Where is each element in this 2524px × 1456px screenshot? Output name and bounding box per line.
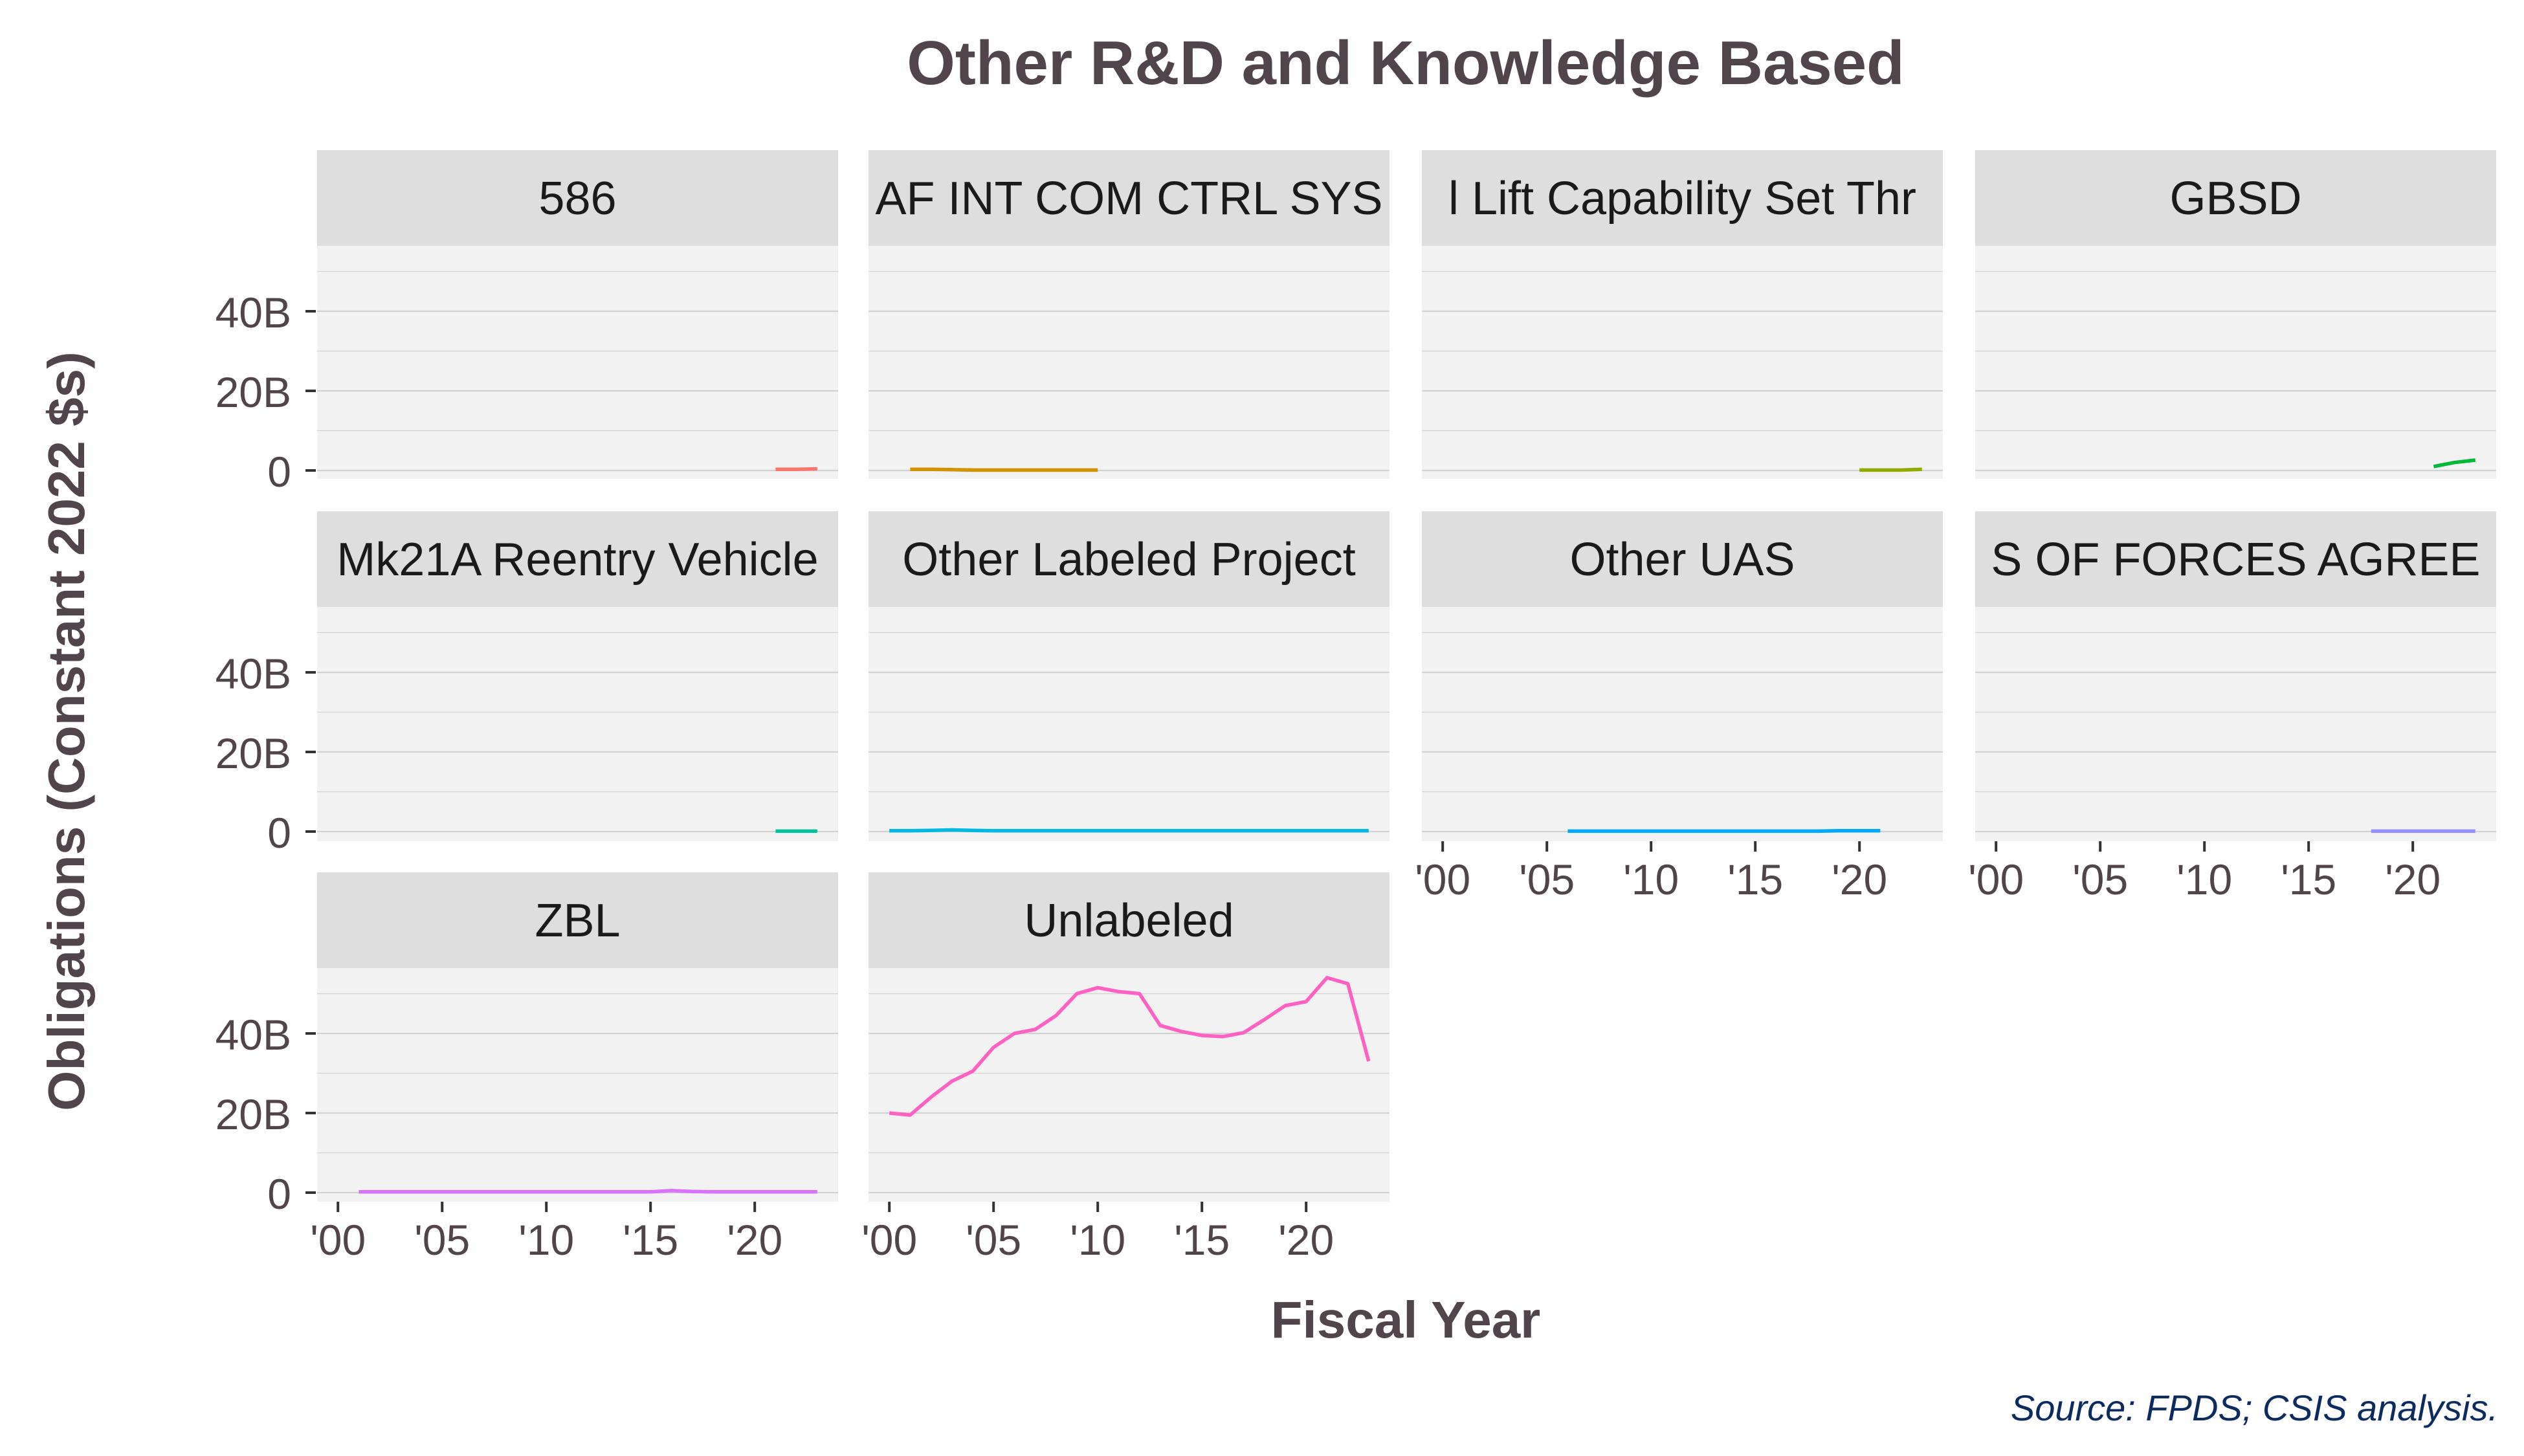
x-tick-label: '10 — [1623, 855, 1679, 903]
y-tick-label: 40B — [216, 1011, 291, 1059]
facet-label: Other Labeled Project — [902, 534, 1355, 586]
x-tick-label: '15 — [623, 1216, 678, 1264]
y-tick-label: 20B — [216, 729, 291, 777]
x-tick-label: '00 — [310, 1216, 366, 1264]
y-tick-label: 20B — [216, 1090, 291, 1138]
plot-background — [1422, 246, 1943, 479]
x-tick-label: '20 — [1832, 855, 1887, 903]
panel-other-uas: Other UAS '00 '05 '10 '15 '20 — [1415, 511, 1943, 903]
y-tick-label: 0 — [267, 448, 291, 496]
x-tick-label: '10 — [1070, 1216, 1125, 1264]
y-tick-label: 0 — [267, 809, 291, 857]
series-line-af-int-com-ctrl-sys — [910, 469, 1098, 470]
x-tick-label: '00 — [1968, 855, 2024, 903]
x-tick-label: '05 — [966, 1216, 1021, 1264]
x-tick-label: '15 — [2281, 855, 2336, 903]
x-tick-label: '00 — [1415, 855, 1470, 903]
facet-label: Mk21A Reentry Vehicle — [337, 534, 818, 586]
series-line-zbl — [359, 1191, 817, 1192]
x-tick-label: '05 — [414, 1216, 470, 1264]
x-tick-label: '00 — [861, 1216, 917, 1264]
x-tick-label: '20 — [727, 1216, 782, 1264]
x-axis-title: Fiscal Year — [1271, 1291, 1541, 1349]
chart-title: Other R&D and Knowledge Based — [907, 28, 1905, 98]
series-line-l-lift-capability-set-thr — [1859, 469, 1922, 470]
facet-label: l Lift Capability Set Thr — [1448, 173, 1916, 225]
plot-background — [317, 607, 838, 841]
plot-background — [1422, 607, 1943, 841]
facet-label: ZBL — [535, 895, 620, 947]
series-line-586 — [775, 469, 817, 470]
panel-af-int-com-ctrl-sys: AF INT COM CTRL SYS — [869, 150, 1389, 479]
panel-mk21a-reentry-vehicle: Mk21A Reentry Vehicle 0 20B 40B — [216, 511, 838, 857]
y-tick-label: 20B — [216, 368, 291, 416]
panel-gbsd: GBSD — [1975, 150, 2496, 479]
facet-label: S OF FORCES AGREE — [1991, 534, 2480, 586]
panel-zbl: ZBL 0 20B 40B '00 '05 '10 '15 '20 — [216, 872, 838, 1264]
panel-586: 586 0 20B 40B — [216, 150, 838, 496]
facet-label: Unlabeled — [1024, 895, 1234, 947]
x-tick-label: '05 — [2072, 855, 2128, 903]
plot-background — [1975, 607, 2496, 841]
plot-background — [869, 246, 1389, 479]
y-axis-title: Obligations (Constant 2022 $s) — [38, 351, 95, 1111]
facet-label: GBSD — [2169, 173, 2301, 225]
x-tick-label: '20 — [2385, 855, 2441, 903]
panel-s-of-forces-agree: S OF FORCES AGREE '00 '05 '10 '15 '20 — [1968, 511, 2496, 903]
y-tick-label: 40B — [216, 289, 291, 336]
series-line-other-labeled-project — [889, 830, 1369, 831]
facet-label: Other UAS — [1569, 534, 1795, 586]
facet-panels: 586 0 20B 40B AF INT COM CTRL SYS l Lift Capa… — [216, 150, 2496, 1264]
plot-background — [1975, 246, 2496, 479]
panel-unlabeled: Unlabeled '00 '05 '10 '15 '20 — [861, 872, 1389, 1264]
facet-label: 586 — [538, 173, 616, 225]
x-tick-label: '10 — [518, 1216, 574, 1264]
facet-label: AF INT COM CTRL SYS — [875, 173, 1382, 225]
x-tick-label: '15 — [1727, 855, 1783, 903]
plot-background — [317, 246, 838, 479]
y-tick-label: 0 — [267, 1170, 291, 1218]
plot-background — [317, 968, 838, 1202]
x-tick-label: '20 — [1278, 1216, 1334, 1264]
plot-background — [869, 607, 1389, 841]
panel-l-lift-capability-set-thr: l Lift Capability Set Thr — [1422, 150, 1943, 479]
series-line-other-uas — [1567, 831, 1880, 832]
x-tick-label: '15 — [1174, 1216, 1230, 1264]
panel-other-labeled-project: Other Labeled Project — [869, 511, 1389, 841]
x-tick-label: '10 — [2176, 855, 2232, 903]
source-caption: Source: FPDS; CSIS analysis. — [2011, 1387, 2498, 1428]
y-tick-label: 40B — [216, 650, 291, 698]
x-tick-label: '05 — [1519, 855, 1575, 903]
